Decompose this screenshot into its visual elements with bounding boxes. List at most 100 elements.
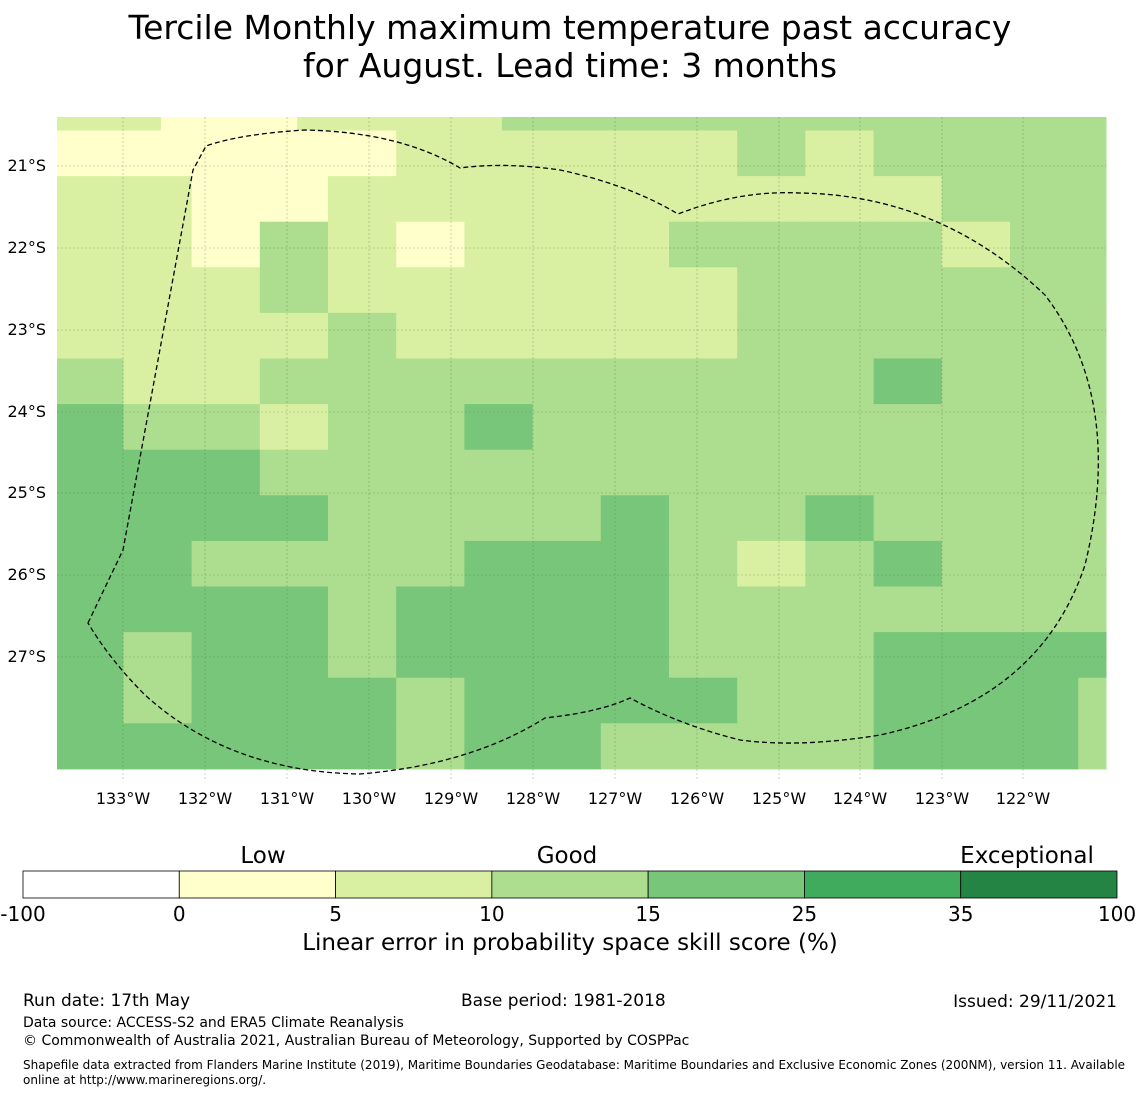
grid-cell	[123, 176, 193, 223]
grid-cell	[737, 677, 806, 724]
grid-cell	[532, 586, 602, 633]
grid-cell	[123, 540, 193, 587]
grid-cell	[532, 540, 602, 587]
grid-cell	[805, 312, 875, 359]
grid-cell	[396, 495, 465, 542]
grid-cell	[259, 586, 329, 633]
grid-cell	[941, 449, 1011, 496]
latitude-label: 22°S	[7, 238, 46, 257]
colorbar-tick-label: 35	[947, 902, 974, 926]
grid-cell	[737, 130, 806, 177]
grid-cell	[396, 404, 465, 451]
grid-cell	[57, 723, 124, 770]
grid-cell	[532, 449, 602, 496]
grid-cell	[532, 358, 602, 405]
grid-cell	[873, 586, 943, 633]
grid-cell	[600, 495, 670, 542]
grid-cell	[941, 723, 1011, 770]
grid-cell	[805, 632, 875, 679]
grid-cell	[1078, 267, 1107, 314]
grid-cell	[259, 449, 329, 496]
grid-cell	[842, 117, 912, 131]
colorbar-segment	[960, 870, 1118, 899]
longitude-label: 133°W	[95, 789, 151, 808]
grid-cell	[191, 632, 261, 679]
grid-cell	[805, 586, 875, 633]
grid-cell	[57, 312, 124, 359]
grid-cell	[57, 540, 124, 587]
grid-cell	[464, 632, 534, 679]
grid-cell	[396, 540, 465, 587]
colorbar-segment	[335, 870, 493, 899]
copyright-notice: © Commonwealth of Australia 2021, Austra…	[23, 1033, 690, 1049]
longitude-label: 131°W	[259, 789, 315, 808]
longitude-label: 129°W	[423, 789, 479, 808]
grid-cell	[979, 117, 1049, 131]
grid-cell	[464, 221, 534, 268]
grid-cell	[1010, 358, 1079, 405]
grid-cell	[57, 117, 94, 131]
grid-cell	[941, 540, 1011, 587]
grid-cell	[873, 449, 943, 496]
grid-cell	[328, 176, 397, 223]
longitude-label: 130°W	[341, 789, 397, 808]
grid-cell	[123, 267, 193, 314]
colorbar-segment	[22, 870, 180, 899]
grid-cell	[600, 449, 670, 496]
grid-cell	[464, 586, 534, 633]
colorbar-segment	[491, 870, 649, 899]
grid-cell	[941, 358, 1011, 405]
grid-cell	[191, 495, 261, 542]
grid-cell	[123, 221, 193, 268]
grid-cell	[873, 176, 943, 223]
grid-cell	[1010, 221, 1079, 268]
base-period: Base period: 1981-2018	[461, 991, 666, 1011]
grid-cell	[259, 312, 329, 359]
grid-cell	[191, 176, 261, 223]
grid-cell	[1078, 221, 1107, 268]
grid-cell	[328, 221, 397, 268]
grid-cell	[433, 117, 503, 131]
grid-cell	[191, 221, 261, 268]
grid-cell	[464, 267, 534, 314]
grid-cell	[501, 117, 571, 131]
grid-cell	[1010, 130, 1079, 177]
grid-cell	[1047, 117, 1107, 131]
grid-cell	[57, 632, 124, 679]
grid-cell	[259, 723, 329, 770]
grid-cell	[600, 632, 670, 679]
grid-cell	[57, 449, 124, 496]
grid-cell	[669, 404, 738, 451]
grid-cell	[532, 495, 602, 542]
grid-cell	[396, 312, 465, 359]
colorbar-tick-label: 100	[1097, 902, 1137, 926]
latitude-label: 26°S	[7, 565, 46, 584]
grid-cell	[396, 677, 465, 724]
grid-cell	[1078, 540, 1107, 587]
grid-cell	[532, 176, 602, 223]
grid-cell	[532, 267, 602, 314]
colorbar-tick-label: 25	[791, 902, 818, 926]
grid-cell	[1010, 632, 1079, 679]
grid-cell	[259, 540, 329, 587]
grid-cell	[600, 130, 670, 177]
grid-cell	[259, 404, 329, 451]
grid-cell	[328, 495, 397, 542]
grid-cell	[259, 358, 329, 405]
grid-cell	[123, 723, 193, 770]
grid-cell	[805, 723, 875, 770]
grid-cell	[532, 404, 602, 451]
grid-cell	[464, 312, 534, 359]
grid-cell	[464, 176, 534, 223]
grid-cell	[805, 358, 875, 405]
grid-cell	[669, 267, 738, 314]
grid-cell	[1078, 130, 1107, 177]
grid-cell	[941, 404, 1011, 451]
colorbar-segment	[178, 870, 336, 899]
colorbar-segment	[647, 870, 805, 899]
grid-cell	[737, 495, 806, 542]
grid-cell	[160, 117, 230, 131]
grid-cell	[328, 540, 397, 587]
grid-cell	[464, 449, 534, 496]
grid-cell	[57, 677, 124, 724]
